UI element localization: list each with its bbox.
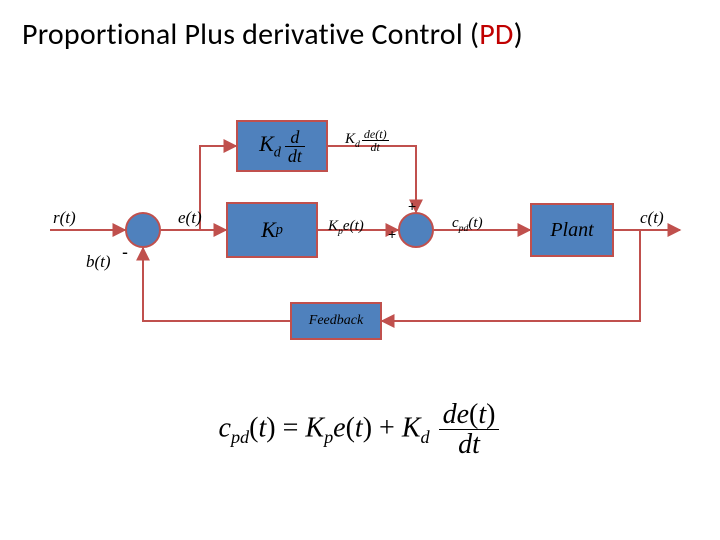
block-diagram: Kp Kd ddt Plant Feedback r(t) e(t) Kpe(t… [0, 80, 720, 380]
label-r: r(t) [53, 208, 76, 228]
label-kpe: Kpe(t) [328, 218, 364, 237]
label-e: e(t) [178, 208, 202, 228]
plant-block: Plant [530, 203, 614, 257]
kd-label: Kd ddt [259, 128, 305, 165]
title-prefix: Proportional Plus derivative Control ( [22, 16, 479, 53]
label-c: c(t) [640, 208, 664, 228]
label-kdde: Kd de(t) dt [345, 128, 389, 153]
label-cpd: cpd(t) [452, 215, 483, 234]
sign-minus: - [122, 242, 128, 263]
sign-plus-left: + [388, 226, 396, 242]
page-title: Proportional Plus derivative Control (PD… [22, 16, 523, 53]
title-pd: PD [479, 16, 513, 53]
summing-junction-pd [398, 212, 434, 248]
feedback-label: Feedback [309, 313, 363, 329]
kd-block: Kd ddt [236, 120, 328, 172]
title-suffix: ) [514, 16, 523, 53]
summing-junction-error [125, 212, 161, 248]
pd-equation: cpd(t) = Kpe(t) + Kd de(t)dt [0, 400, 720, 460]
feedback-block: Feedback [290, 302, 382, 340]
label-b: b(t) [86, 252, 111, 272]
sign-plus-top: + [408, 198, 416, 214]
plant-label: Plant [550, 219, 593, 242]
kp-block: Kp [226, 202, 318, 258]
kp-label: Kp [261, 217, 283, 243]
